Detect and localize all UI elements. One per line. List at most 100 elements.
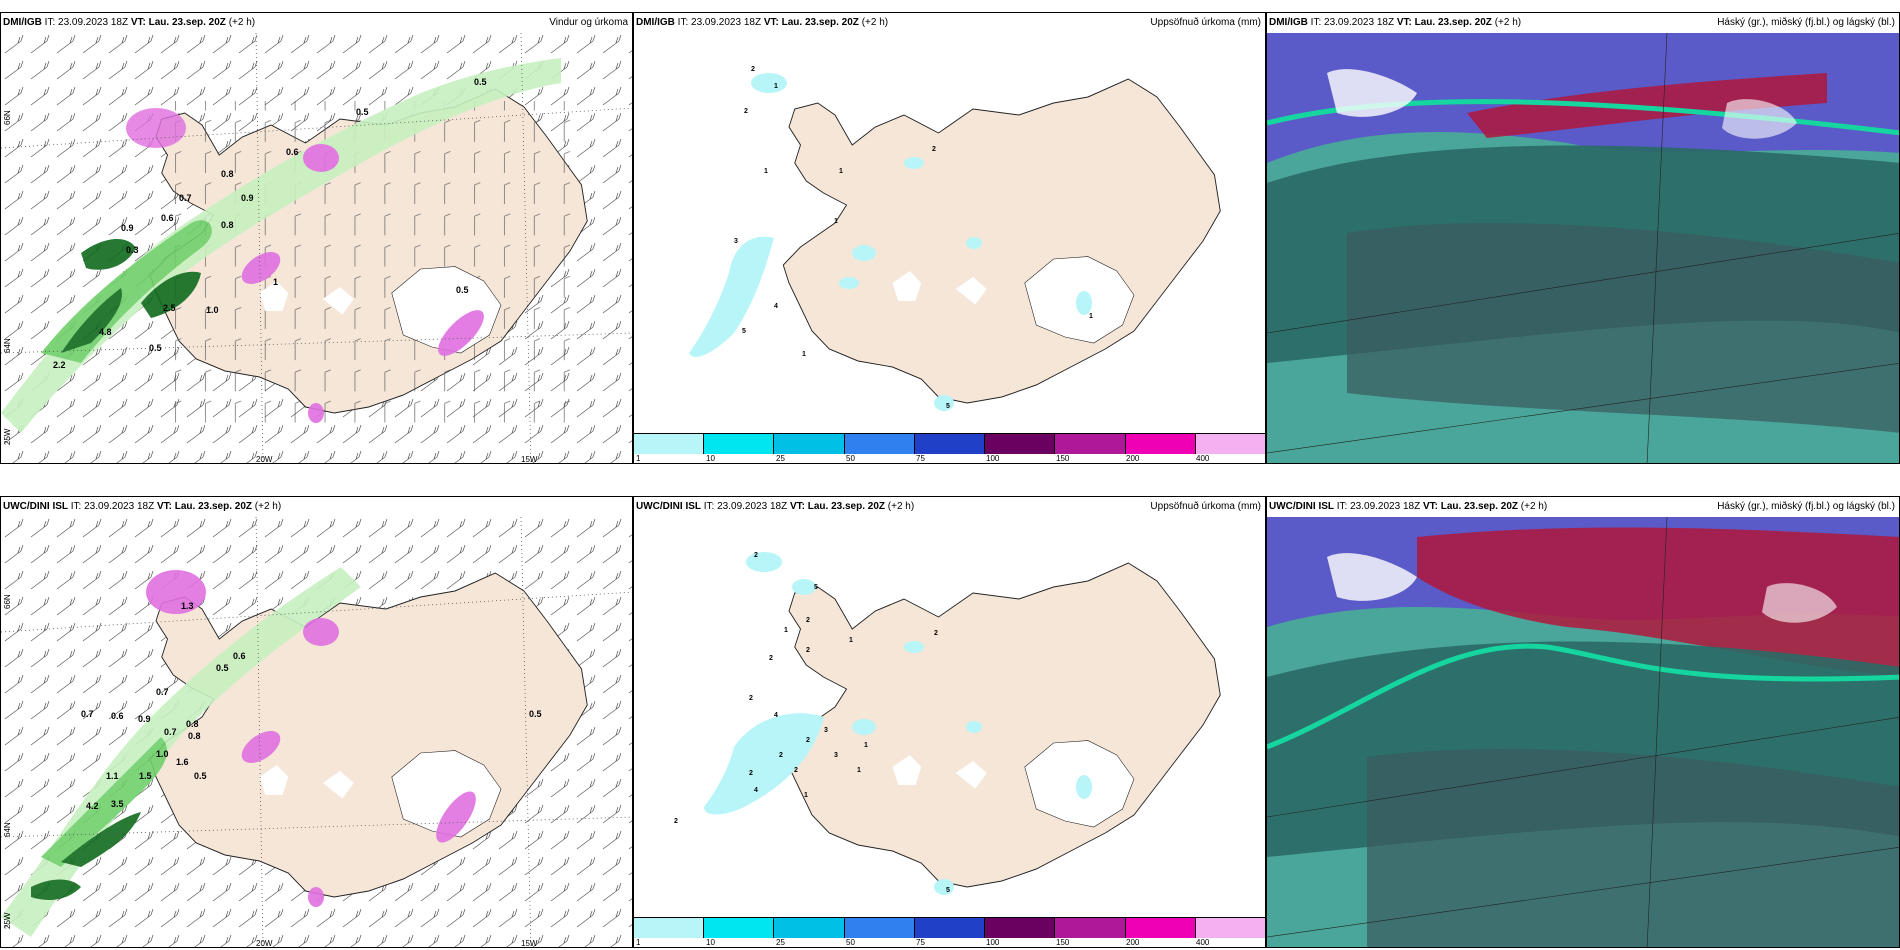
svg-text:1: 1 [774,83,778,90]
valid-time: Lau. 23.sep. 20Z [148,17,226,28]
colorbar-segment [704,434,775,454]
colorbar-segment [985,918,1056,938]
colorbar-segment [774,918,845,938]
svg-text:0.5: 0.5 [456,285,469,295]
colorbar-segment [1125,918,1196,938]
panel-header: DMI/IGB IT: 23.09.2023 18Z VT: Lau. 23.s… [634,13,1265,33]
svg-text:2: 2 [779,752,783,759]
panel-header: UWC/DINI ISL IT: 23.09.2023 18Z VT: Lau.… [634,497,1265,517]
svg-text:1.6: 1.6 [176,757,189,767]
accum-precip-map: 2 1 2 1 1 3 4 5 1 1 2 1 5 [634,33,1265,445]
svg-text:3: 3 [834,752,838,759]
svg-text:2: 2 [749,770,753,777]
colorbar-segment [914,918,986,938]
svg-text:0.3: 0.3 [126,245,139,255]
colorbar-segment [914,434,986,454]
svg-text:0.5: 0.5 [216,663,229,673]
model-name: DMI/IGB [636,17,675,28]
svg-text:1.0: 1.0 [156,749,169,759]
svg-text:5: 5 [946,403,950,410]
panel-header: DMI/IGB IT: 23.09.2023 18Z VT: Lau. 23.s… [1267,13,1899,33]
wind-value-labels: 1.3 0.6 0.5 0.7 0.7 0.9 0.8 0.7 0.6 0.8 … [81,601,542,811]
lead-time: (+2 h) [1494,17,1522,28]
model-name: UWC/DINI ISL [636,501,701,512]
svg-text:4: 4 [774,712,778,719]
colorbar-segment [634,918,705,938]
svg-text:2: 2 [794,767,798,774]
valid-time: Lau. 23.sep. 20Z [781,17,859,28]
svg-text:0.5: 0.5 [474,77,487,87]
colorbar-segment [704,918,775,938]
wind-precip-map: 1.3 0.6 0.5 0.7 0.7 0.9 0.8 0.7 0.6 0.8 … [1,517,632,947]
svg-text:1: 1 [764,168,768,175]
svg-text:0.7: 0.7 [81,709,94,719]
precip-colorbar [634,433,1265,454]
panel-clouds-uwc: UWC/DINI ISL IT: 23.09.2023 18Z VT: Lau.… [1266,496,1900,948]
svg-text:2: 2 [674,818,678,825]
lead-time: (+2 h) [254,501,282,512]
accum-precip-map: 2 5 2 1 1 2 2 2 2 4 3 1 2 2 3 2 2 4 1 1 … [634,517,1265,929]
svg-text:2: 2 [932,146,936,153]
svg-text:0.8: 0.8 [221,220,234,230]
panel-title: Uppsöfnuð úrkoma (mm) [1150,17,1261,28]
init-time: IT: 23.09.2023 18Z [44,17,129,28]
valid-time: Lau. 23.sep. 20Z [1414,17,1492,28]
svg-text:1: 1 [839,168,843,175]
wind-value-labels: 0.5 0.5 0.6 0.8 0.9 0.7 0.6 0.8 0.9 0.5 … [53,77,487,370]
precip-colorbar [634,917,1265,938]
panel-accum-precip-dmi: DMI/IGB IT: 23.09.2023 18Z VT: Lau. 23.s… [633,12,1266,464]
panel-wind-precip-uwc: UWC/DINI ISL IT: 23.09.2023 18Z VT: Lau.… [0,496,633,948]
svg-text:1: 1 [804,792,808,799]
model-name: DMI/IGB [3,17,42,28]
svg-text:1: 1 [784,627,788,634]
svg-text:0.6: 0.6 [233,651,246,661]
panel-wind-precip-dmi: DMI/IGB IT: 23.09.2023 18Z VT: Lau. 23.s… [0,12,633,464]
svg-text:5: 5 [814,584,818,591]
svg-text:2.2: 2.2 [53,360,66,370]
lead-time: (+2 h) [228,17,256,28]
svg-text:1: 1 [1089,313,1093,320]
lat-label-25w: 25W [3,428,12,445]
svg-text:0.5: 0.5 [194,771,207,781]
svg-text:4: 4 [754,787,758,794]
svg-text:2: 2 [806,647,810,654]
svg-text:2: 2 [751,66,755,73]
panel-title: Vindur og úrkoma [549,17,628,28]
svg-text:0.7: 0.7 [164,727,177,737]
accum-value-labels: 2 5 2 1 1 2 2 2 2 4 3 1 2 2 3 2 2 4 1 1 … [674,552,950,894]
colorbar-segment [844,918,915,938]
svg-text:0.7: 0.7 [179,193,192,203]
init-time: IT: 23.09.2023 18Z [703,501,788,512]
lon-label-20w: 20W [256,939,273,948]
svg-text:1.1: 1.1 [106,771,119,781]
colorbar-segment [774,434,845,454]
svg-text:3: 3 [824,727,828,734]
valid-time: Lau. 23.sep. 20Z [807,501,886,512]
svg-text:0.6: 0.6 [161,213,174,223]
lat-label-66n: 66N [3,110,12,125]
init-time: IT: 23.09.2023 18Z [1310,17,1395,28]
lon-label-15w: 15W [521,455,538,464]
model-name: UWC/DINI ISL [3,501,68,512]
lat-label-64n: 64N [3,822,12,837]
svg-text:1: 1 [864,742,868,749]
svg-text:1: 1 [849,637,853,644]
lon-label-20w: 20W [256,455,273,464]
init-time: IT: 23.09.2023 18Z [70,501,155,512]
svg-text:0.6: 0.6 [111,711,124,721]
colorbar-segment [634,434,705,454]
panel-title: Uppsöfnuð úrkoma (mm) [1150,501,1261,512]
panel-header: DMI/IGB IT: 23.09.2023 18Z VT: Lau. 23.s… [1,13,632,33]
svg-text:2: 2 [744,108,748,115]
svg-text:0.5: 0.5 [529,709,542,719]
colorbar-ticks: 1 10 25 50 75 100 150 200 400 [636,454,1210,463]
svg-text:1: 1 [273,277,278,287]
lead-time: (+2 h) [1520,501,1548,512]
svg-text:1.3: 1.3 [181,601,194,611]
svg-text:4.2: 4.2 [86,801,99,811]
svg-text:3.5: 3.5 [111,799,124,809]
svg-text:1.0: 1.0 [206,305,219,315]
panel-title: Háský (gr.), miðský (fj.bl.) og lágský (… [1717,501,1895,512]
init-time: IT: 23.09.2023 18Z [677,17,762,28]
lead-time: (+2 h) [887,501,915,512]
